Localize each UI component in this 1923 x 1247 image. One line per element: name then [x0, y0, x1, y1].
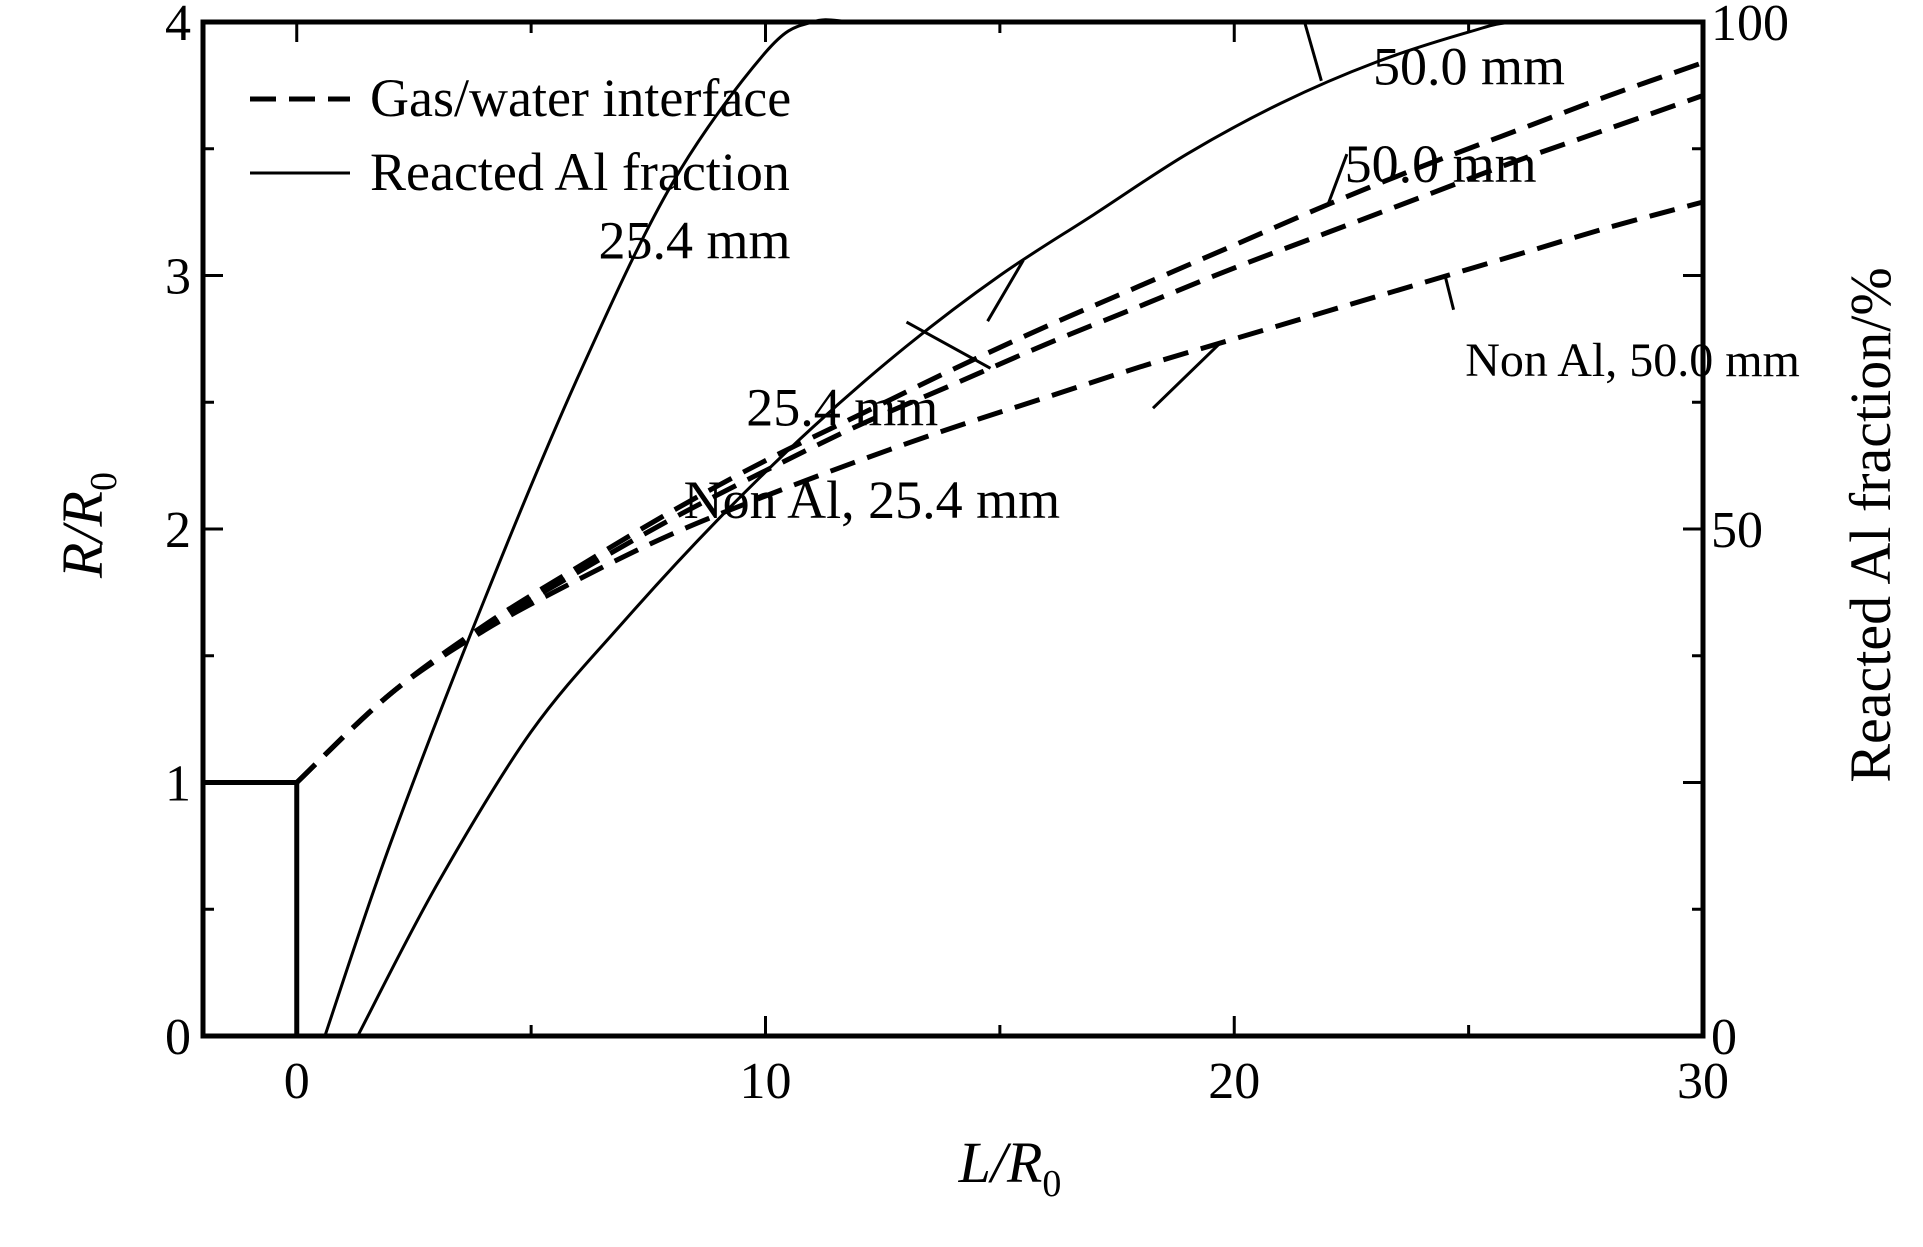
y-right-tick-label: 0: [1711, 1009, 1737, 1066]
y-left-tick-label: 4: [165, 0, 191, 52]
x-axis-title-sub: 0: [1042, 1163, 1061, 1205]
legend-label-0: Gas/water interface: [370, 68, 791, 128]
y-left-tick-label: 1: [165, 756, 191, 813]
annotation-label-5: 25.4 mm: [746, 377, 938, 437]
y-right-tick-label: 100: [1711, 0, 1789, 52]
annotation-leader-1: [905, 320, 992, 370]
annotation-leader-0: [1326, 153, 1349, 206]
y-axis-left-title: R/R0: [50, 472, 125, 579]
x-tick-label: 10: [740, 1053, 792, 1110]
annotation-label-2: Non Al, 50.0 mm: [1465, 334, 1800, 387]
annotation-layer: 50.0 mm 25.4 mm Non Al, 50.0 mm Non Al, 25.…: [598, 21, 1800, 530]
x-tick-label: 30: [1677, 1053, 1729, 1110]
interface-curve-0: [295, 60, 1704, 785]
y-axis-left-title-sub: 0: [83, 472, 125, 491]
annotation-leader-3: [1151, 341, 1222, 410]
annotation-label-0: 50.0 mm: [1373, 37, 1565, 97]
interface-curve-1: [295, 93, 1704, 785]
annotation-label-1: 25.4 mm: [598, 210, 790, 270]
annotation-leader-4: [1303, 21, 1323, 82]
reacted-fraction-curve-3: [323, 18, 1703, 1037]
annotation-label-3: Non Al, 25.4 mm: [684, 470, 1061, 530]
x-tick-label: 0: [284, 1053, 310, 1110]
x-tick-label: 20: [1208, 1053, 1260, 1110]
x-axis-title: L/R0: [958, 1130, 1062, 1205]
y-axis-right-title: Reacted Al fraction/%: [1838, 267, 1903, 782]
y-left-tick-label: 0: [165, 1009, 191, 1066]
annotation-label-4: 50.0 mm: [1345, 134, 1537, 194]
y-left-tick-label: 2: [165, 502, 191, 559]
interface-curve-2: [295, 199, 1704, 785]
annotation-leader-2: [1443, 275, 1456, 311]
y-axis-left-title-main: R/R: [50, 491, 115, 579]
annotation-leader-5: [986, 259, 1025, 322]
legend: Gas/water interface Reacted Al fraction: [250, 68, 791, 202]
y-right-tick-label: 50: [1711, 502, 1763, 559]
x-axis-title-main: L/R: [958, 1130, 1043, 1195]
series-layer: [203, 18, 1704, 1037]
reacted-fraction-curve-4: [356, 19, 1703, 1037]
legend-label-1: Reacted Al fraction: [370, 142, 790, 202]
y-left-tick-label: 3: [165, 249, 191, 306]
initial-radius-step-line: [203, 780, 300, 1036]
